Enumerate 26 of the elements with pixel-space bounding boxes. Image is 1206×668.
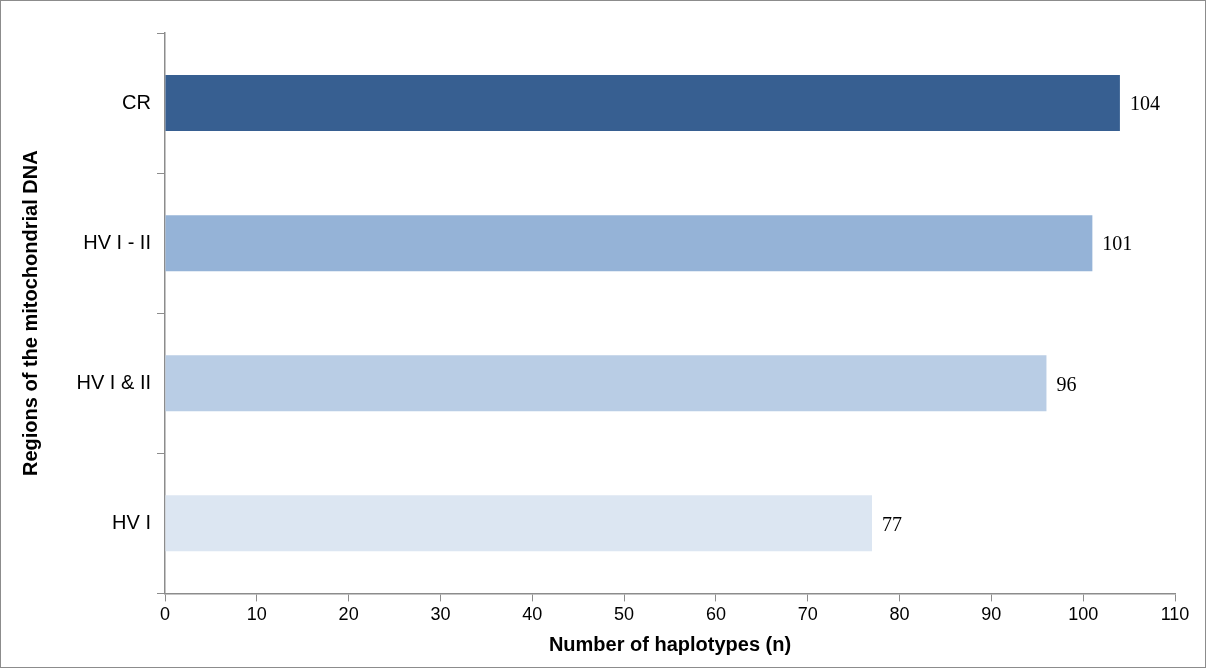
x-tick-label: 20 bbox=[338, 604, 359, 625]
x-axis-title: Number of haplotypes (n) bbox=[548, 632, 792, 655]
x-tick-label: 110 bbox=[1160, 604, 1190, 625]
bar bbox=[165, 495, 872, 552]
x-tick-label: 50 bbox=[614, 604, 635, 625]
data-label: 96 bbox=[1056, 372, 1077, 395]
data-label: 101 bbox=[1102, 232, 1133, 255]
x-tick-label: 10 bbox=[246, 604, 267, 625]
x-tick-label: 30 bbox=[430, 604, 451, 625]
data-label: 77 bbox=[882, 512, 902, 535]
y-tick-label: HV I - II bbox=[83, 230, 151, 253]
x-tick-label: 90 bbox=[981, 604, 1002, 625]
x-tick-label: 70 bbox=[797, 604, 818, 625]
bar bbox=[165, 355, 1047, 412]
x-tick-label: 0 bbox=[159, 604, 171, 625]
y-axis-title: Regions of the mitochondrial DNA bbox=[18, 150, 41, 476]
x-tick-label: 100 bbox=[1068, 604, 1099, 625]
x-tick-label: 60 bbox=[705, 604, 726, 625]
data-label: 104 bbox=[1129, 92, 1160, 115]
bar bbox=[165, 215, 1093, 272]
y-tick-label: HV I & II bbox=[76, 370, 151, 393]
y-tick-label: CR bbox=[122, 90, 151, 113]
y-tick-label: HV I bbox=[112, 510, 151, 533]
bar bbox=[165, 75, 1120, 132]
x-tick-label: 80 bbox=[889, 604, 910, 625]
x-tick-label: 40 bbox=[522, 604, 543, 625]
